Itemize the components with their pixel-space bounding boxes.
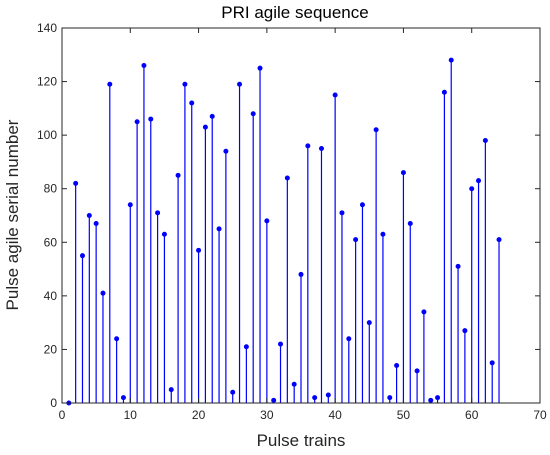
stem-marker (489, 360, 495, 366)
y-tick-label: 80 (44, 182, 58, 196)
y-tick-label: 140 (37, 21, 57, 35)
stem-marker (339, 210, 345, 216)
stem-marker (394, 363, 400, 368)
stem-marker (168, 387, 174, 393)
stem-marker (223, 148, 229, 154)
stem-marker (196, 247, 202, 253)
stem-marker (359, 202, 365, 208)
x-tick-label: 60 (465, 408, 479, 422)
stem-marker (189, 100, 195, 106)
stem-marker (175, 172, 181, 178)
stem-marker (476, 178, 482, 184)
stem-marker (79, 253, 85, 259)
y-tick-label: 0 (50, 396, 57, 410)
stem-marker (257, 65, 263, 71)
x-tick-label: 0 (59, 408, 66, 422)
stem-marker (496, 237, 502, 243)
stem-marker (428, 397, 434, 403)
stem-marker (414, 368, 420, 374)
x-tick-label: 20 (192, 408, 206, 422)
x-tick-label: 10 (124, 408, 138, 422)
stem-marker (264, 218, 270, 224)
stem-marker (93, 221, 99, 227)
stem-marker (353, 237, 359, 243)
stem-marker (448, 57, 454, 63)
stem-marker (216, 226, 222, 232)
stem-series (66, 57, 502, 406)
y-tick-label: 100 (37, 128, 57, 142)
stem-marker (435, 395, 441, 401)
stem-marker (161, 231, 167, 237)
stem-marker (107, 81, 113, 87)
y-tick-label: 120 (37, 75, 57, 89)
x-tick-label: 40 (328, 408, 342, 422)
stem-marker (148, 116, 154, 122)
stem-marker (141, 63, 147, 68)
stem-marker (421, 309, 427, 315)
stem-marker (243, 344, 249, 350)
stem-marker (250, 111, 256, 117)
stem-marker (407, 221, 413, 227)
stem-marker (271, 397, 277, 403)
stem-marker (387, 395, 393, 401)
stem-marker (230, 389, 236, 395)
y-tick-label: 40 (44, 289, 58, 303)
stem-marker (469, 186, 475, 192)
stem-marker (100, 290, 106, 296)
stem-marker (291, 381, 297, 387)
stem-marker (182, 81, 188, 87)
stem-marker (400, 170, 406, 176)
stem-marker (346, 336, 352, 342)
stem-marker (380, 231, 386, 237)
x-axis-ticks: 0 10 20 30 40 50 60 70 (59, 28, 547, 422)
stem-marker (318, 146, 324, 152)
stem-marker (482, 138, 488, 143)
stem-marker (332, 92, 338, 98)
stem-marker (86, 213, 92, 218)
x-tick-label: 70 (533, 408, 547, 422)
y-axis-ticks: 0 20 40 60 80 100 120 140 (37, 21, 540, 410)
stem-marker (455, 263, 461, 269)
y-tick-label: 60 (44, 235, 58, 249)
stem-marker (312, 395, 318, 401)
stem-marker (202, 124, 208, 130)
stem-marker (134, 119, 140, 125)
x-tick-label: 50 (397, 408, 411, 422)
stem-marker (237, 81, 243, 87)
stem-marker (305, 143, 311, 149)
stem-marker (114, 336, 120, 342)
stem-marker (127, 202, 133, 208)
stem-marker (284, 175, 290, 181)
stem-marker (366, 320, 372, 326)
x-axis-label: Pulse trains (257, 431, 346, 450)
plot-frame (61, 27, 541, 404)
stem-marker (73, 180, 79, 186)
stem-marker (298, 271, 304, 277)
stem-marker (373, 127, 379, 133)
stem-marker (441, 89, 447, 95)
y-tick-label: 20 (44, 342, 58, 356)
stem-marker (462, 328, 468, 334)
stem-marker (155, 210, 161, 216)
stem-marker (325, 392, 331, 398)
stem-marker (278, 341, 284, 347)
stem-marker (120, 395, 126, 401)
stem-marker (209, 113, 215, 119)
chart-title: PRI agile sequence (221, 3, 368, 22)
x-tick-label: 30 (260, 408, 274, 422)
y-axis-label: Pulse agile serial number (3, 119, 22, 310)
